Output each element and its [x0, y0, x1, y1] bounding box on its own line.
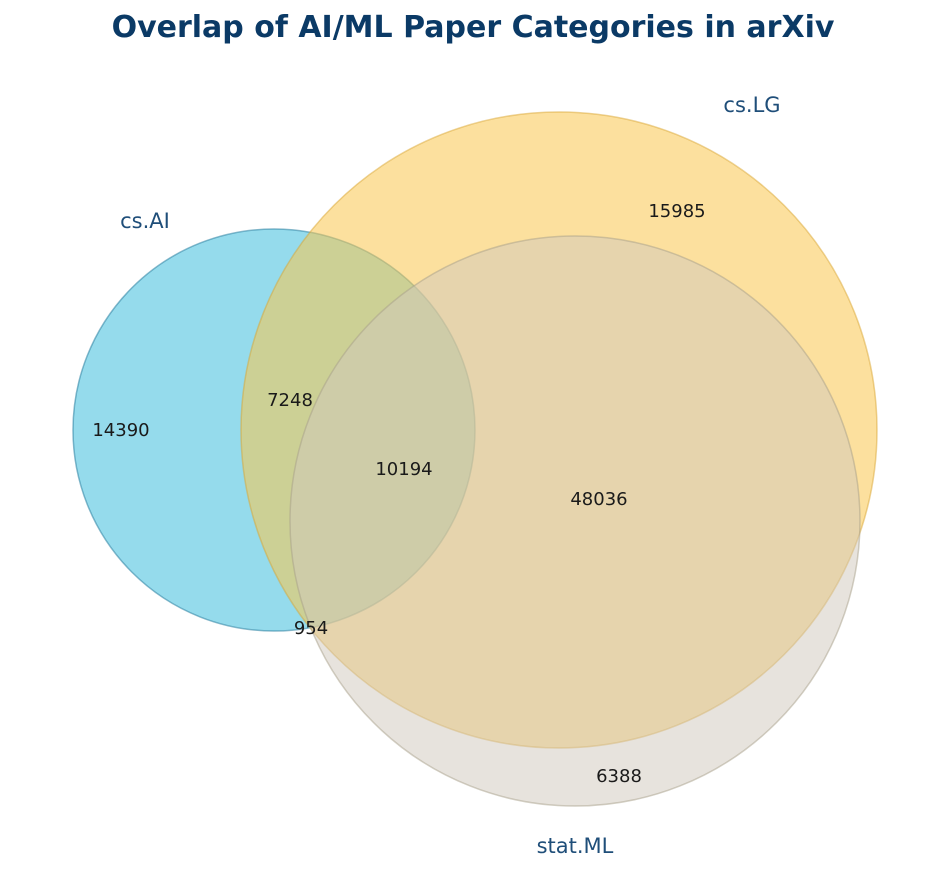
set-label-cs-ai: cs.AI — [120, 209, 170, 233]
region-label-cs-ai-cs-lg: 7248 — [267, 390, 313, 411]
venn-circles — [72, 111, 878, 807]
set-label-stat-ml: stat.ML — [537, 834, 614, 858]
region-label-cs-lg-only: 15985 — [648, 201, 705, 222]
set-label-cs-lg: cs.LG — [723, 93, 780, 117]
region-label-cs-lg-stat-ml: 48036 — [570, 489, 627, 510]
circle-stat-ml — [289, 235, 861, 807]
region-label-all-three: 10194 — [375, 459, 432, 480]
region-labels: 14390 15985 6388 7248 954 48036 10194 — [92, 201, 705, 787]
region-label-cs-ai-only: 14390 — [92, 420, 149, 441]
region-label-stat-ml-only: 6388 — [596, 766, 642, 787]
chart-title: Overlap of AI/ML Paper Categories in arX… — [112, 10, 835, 45]
region-label-cs-ai-stat-ml: 954 — [294, 618, 328, 639]
set-labels: cs.AI cs.LG stat.ML — [120, 93, 780, 858]
